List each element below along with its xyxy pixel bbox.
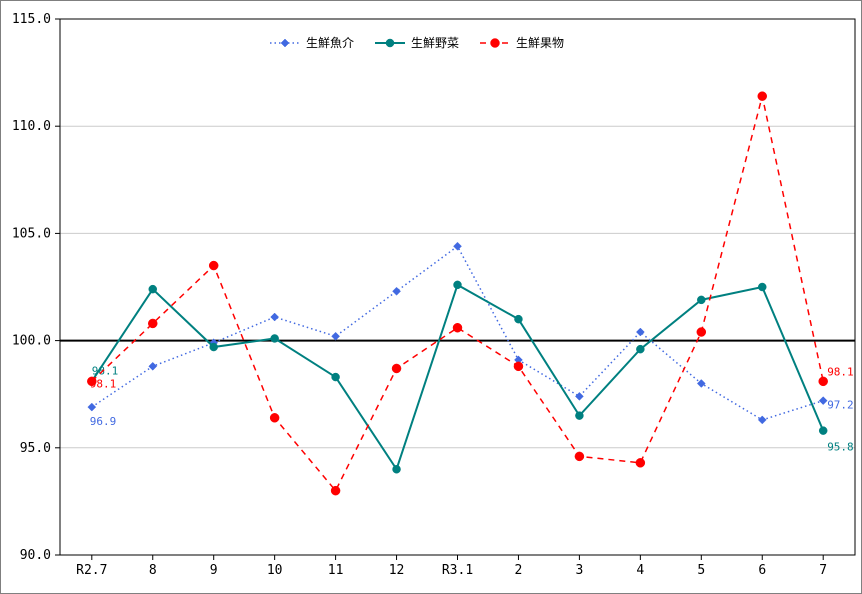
series-seafood: 96.9 97.2 — [88, 242, 854, 428]
marker-circle — [393, 465, 401, 473]
legend: 生鮮魚介 生鮮野菜 生鮮果物 — [270, 36, 564, 50]
marker-circle — [149, 285, 157, 293]
series-line — [92, 285, 823, 469]
y-tick-label: 115.0 — [12, 12, 51, 27]
marker-circle — [697, 296, 705, 304]
marker-circle — [514, 362, 523, 371]
marker-diamond — [332, 332, 340, 340]
marker-circle — [758, 92, 767, 101]
marker-circle — [636, 345, 644, 353]
marker-circle — [758, 283, 766, 291]
y-tick-label: 95.0 — [20, 441, 51, 456]
marker-diamond — [454, 242, 462, 250]
marker-circle — [514, 315, 522, 323]
marker-circle — [270, 413, 279, 422]
x-tick-label: 3 — [575, 563, 583, 578]
marker-diamond — [149, 362, 157, 370]
end-label: 95.8 — [827, 441, 854, 454]
marker-diamond — [393, 287, 401, 295]
marker-diamond — [758, 416, 766, 424]
x-tick-label: 2 — [515, 563, 523, 578]
marker-circle — [210, 343, 218, 351]
x-tick-label: 9 — [210, 563, 218, 578]
marker-circle — [636, 458, 645, 467]
x-tick-label: 10 — [267, 563, 283, 578]
marker-circle — [271, 334, 279, 342]
series-line — [92, 246, 823, 420]
y-tick-label: 100.0 — [12, 334, 51, 349]
start-label: 96.9 — [90, 415, 117, 428]
x-tick-label: 5 — [697, 563, 705, 578]
x-tick-label: R3.1 — [442, 563, 473, 578]
outer-border — [1, 1, 862, 594]
marker-circle — [575, 452, 584, 461]
x-tick-label: R2.7 — [76, 563, 107, 578]
marker-circle — [148, 319, 157, 328]
marker-diamond — [271, 313, 279, 321]
y-tick-label: 105.0 — [12, 226, 51, 241]
marker-circle — [392, 364, 401, 373]
marker-diamond — [88, 403, 96, 411]
x-tick-label: 4 — [636, 563, 644, 578]
line-chart: 90.0 95.0 100.0 105.0 110.0 115.0 R2.7 8 9 10 11 12… — [0, 0, 862, 594]
series-vegetables: 98.1 95.8 — [88, 281, 854, 473]
series-line — [92, 96, 823, 490]
marker-circle — [453, 323, 462, 332]
series-fruits: 98.198.1 — [87, 92, 853, 495]
x-tick-label: 11 — [328, 563, 344, 578]
marker-circle — [386, 39, 394, 47]
legend-label: 生鮮魚介 — [306, 36, 354, 50]
y-tick-label: 90.0 — [20, 548, 51, 563]
marker-diamond — [819, 397, 827, 405]
marker-circle — [819, 427, 827, 435]
x-tick-label: 7 — [819, 563, 827, 578]
y-tick-label: 110.0 — [12, 119, 51, 134]
end-label: 97.2 — [827, 399, 854, 412]
legend-label: 生鮮果物 — [516, 36, 564, 50]
x-tick-label: 8 — [149, 563, 157, 578]
legend-label: 生鮮野菜 — [411, 36, 459, 50]
chart-svg: 90.0 95.0 100.0 105.0 110.0 115.0 R2.7 8 9 10 11 12… — [0, 0, 862, 594]
marker-circle — [491, 39, 500, 48]
marker-circle — [332, 373, 340, 381]
start-label: 98.1 — [90, 377, 117, 390]
marker-circle — [209, 261, 218, 270]
x-tick-label: 12 — [389, 563, 405, 578]
start-label: 98.1 — [92, 364, 119, 377]
marker-circle — [331, 486, 340, 495]
marker-diamond — [575, 392, 583, 400]
marker-circle — [575, 412, 583, 420]
marker-circle — [697, 328, 706, 337]
marker-diamond — [697, 379, 705, 387]
x-tick-label: 6 — [758, 563, 766, 578]
marker-diamond — [281, 39, 289, 47]
end-label: 98.1 — [827, 365, 854, 378]
marker-circle — [454, 281, 462, 289]
marker-diamond — [636, 328, 644, 336]
